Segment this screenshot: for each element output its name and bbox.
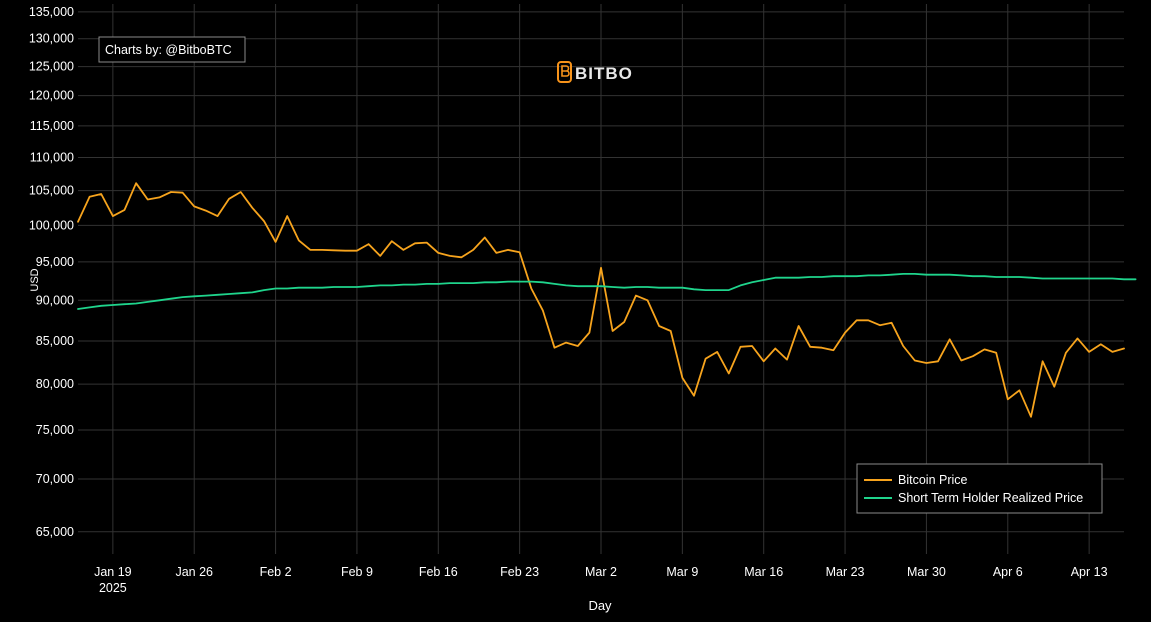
x-tick-label: Mar 30 xyxy=(907,565,946,579)
x-tick-label: Apr 6 xyxy=(993,565,1023,579)
x-tick-label: Feb 9 xyxy=(341,565,373,579)
series-line-sth-realized-price xyxy=(77,272,1137,310)
y-axis-label: USD xyxy=(29,268,41,291)
x-tick-label: Feb 2 xyxy=(260,565,292,579)
y-tick-label: 135,000 xyxy=(29,5,74,19)
bitbo-logo-text: BITBO xyxy=(575,64,633,83)
y-tick-label: 125,000 xyxy=(29,60,74,74)
legend-label-sth-realized-price: Short Term Holder Realized Price xyxy=(898,491,1083,505)
x-tick-label: Mar 16 xyxy=(744,565,783,579)
bitbo-b-icon xyxy=(557,61,572,83)
y-tick-label: 70,000 xyxy=(36,472,74,486)
x-tick-label: Feb 23 xyxy=(500,565,539,579)
legend-item-bitcoin-price[interactable]: Bitcoin Price xyxy=(864,473,968,487)
credit-box-frame xyxy=(98,36,246,63)
credit-text[interactable]: Charts by: @BitboBTC xyxy=(105,43,232,57)
y-tick-label: 100,000 xyxy=(29,218,74,232)
x-tick-sublabel: 2025 xyxy=(99,581,127,595)
plot-lines xyxy=(77,182,1137,418)
x-tick-label: Jan 26 xyxy=(175,565,213,579)
x-tick-label: Mar 2 xyxy=(585,565,617,579)
x-tick-label: Mar 9 xyxy=(666,565,698,579)
y-tick-label: 85,000 xyxy=(36,334,74,348)
legend: Bitcoin Price Short Term Holder Realized… xyxy=(856,463,1103,514)
y-tick-label: 65,000 xyxy=(36,525,74,539)
y-tick-label: 115,000 xyxy=(30,119,74,133)
y-axis: 65,000 70,000 75,000 80,000 85,000 90,000 95,0… xyxy=(29,5,74,539)
legend-item-sth-realized-price[interactable]: Short Term Holder Realized Price xyxy=(864,491,1083,505)
y-tick-label: 130,000 xyxy=(29,32,74,46)
y-tick-label: 90,000 xyxy=(36,293,74,307)
y-tick-label: 105,000 xyxy=(29,184,74,198)
series-line-bitcoin-price xyxy=(77,182,1125,418)
x-tick-label: Apr 13 xyxy=(1071,565,1108,579)
x-axis-label: Day xyxy=(588,598,612,613)
x-tick-label: Jan 19 xyxy=(94,565,132,579)
credit-box[interactable]: Charts by: @BitboBTC xyxy=(98,36,246,63)
legend-label-bitcoin-price: Bitcoin Price xyxy=(898,473,968,487)
legend-frame xyxy=(856,463,1103,514)
y-tick-label: 95,000 xyxy=(36,255,74,269)
y-tick-label: 120,000 xyxy=(29,89,74,103)
y-tick-label: 80,000 xyxy=(36,377,74,391)
x-axis: Jan 19 2025 Jan 26 Feb 2 Feb 9 Feb 16 Feb 23 Ma… xyxy=(94,565,1107,595)
y-tick-label: 75,000 xyxy=(36,423,74,437)
y-tick-label: 110,000 xyxy=(30,151,74,165)
x-tick-label: Feb 16 xyxy=(419,565,458,579)
x-tick-label: Mar 23 xyxy=(826,565,865,579)
bitbo-logo: BITBO xyxy=(557,61,633,83)
